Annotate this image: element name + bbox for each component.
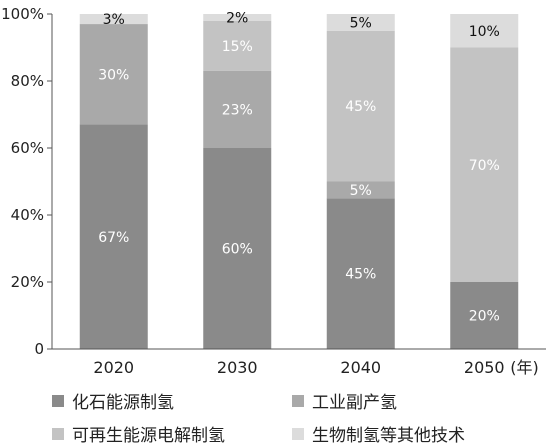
- legend-item-renewable: 可再生能源电解制氢: [52, 421, 225, 446]
- bars-group: [79, 14, 519, 349]
- x-tick-label-2030: 2030: [217, 358, 258, 377]
- data-label-2020-s1: 30%: [98, 67, 129, 83]
- y-tick-label-3: 60%: [11, 139, 44, 157]
- legend-item-other: 生物制氢等其他技术: [292, 421, 465, 446]
- data-label-2040-s3: 5%: [350, 15, 372, 31]
- data-labels-group: 67% 30% 3% 60% 23% 15% 2% 45% 5% 45% 5% 20% 70% 10%: [98, 10, 500, 324]
- legend-label-fossil: 化石能源制氢: [72, 393, 174, 413]
- data-label-2030-s1: 23%: [222, 102, 253, 118]
- x-axis: 2020 2030 2040 2050 (年): [52, 348, 546, 377]
- data-label-2030-s3: 2%: [226, 10, 248, 26]
- legend-label-other: 生物制氢等其他技术: [312, 426, 465, 446]
- bar-segment-2020-s3: [79, 14, 148, 25]
- data-label-2040-s2: 45%: [345, 99, 376, 115]
- x-axis-unit: (年): [510, 358, 539, 377]
- bar-segment-2020-s1: [79, 24, 148, 125]
- y-axis: 0 20% 40% 60% 80% 100%: [1, 5, 53, 358]
- bar-segment-2050-s0: [450, 282, 519, 349]
- bar-segment-2030-s2: [203, 20, 272, 71]
- data-label-2020-s3: 3%: [103, 12, 125, 28]
- legend-label-industrial: 工业副产氢: [312, 393, 397, 413]
- data-label-2020-s0: 67%: [98, 230, 129, 246]
- legend-swatch-industrial: [292, 394, 304, 407]
- data-label-2040-s1: 5%: [350, 183, 372, 199]
- x-tick-label-2020: 2020: [93, 358, 134, 377]
- y-tick-label-4: 80%: [11, 72, 44, 90]
- legend-swatch-fossil: [52, 394, 64, 407]
- legend-swatch-other: [292, 427, 304, 440]
- data-label-2050-s2: 70%: [469, 158, 500, 174]
- legend-item-industrial: 工业副产氢: [292, 388, 397, 413]
- bar-segment-2020-s0: [79, 124, 148, 349]
- data-label-2030-s2: 15%: [222, 39, 253, 55]
- bar-segment-2040-s2: [326, 30, 395, 182]
- legend-item-fossil: 化石能源制氢: [52, 388, 174, 413]
- x-tick-label-2040: 2040: [340, 358, 381, 377]
- bar-segment-2040-s1: [326, 181, 395, 199]
- bar-segment-2030-s3: [203, 14, 272, 21]
- data-label-2030-s0: 60%: [222, 242, 253, 258]
- legend-label-renewable: 可再生能源电解制氢: [72, 426, 225, 446]
- bar-segment-2040-s0: [326, 198, 395, 349]
- bar-segment-2040-s3: [326, 14, 395, 31]
- bar-segment-2030-s0: [203, 148, 272, 349]
- bar-segment-2050-s2: [450, 47, 519, 282]
- y-tick-label-0: 0: [34, 340, 44, 358]
- bar-segment-2030-s1: [203, 70, 272, 148]
- bar-segment-2050-s3: [450, 14, 519, 48]
- stacked-bar-chart: 67% 30% 3% 60% 23% 15% 2% 45% 5% 45% 5% 20% 70% 10% 0…: [1, 5, 546, 377]
- data-label-2050-s3: 10%: [469, 24, 500, 40]
- y-tick-label-1: 20%: [11, 273, 44, 291]
- data-label-2040-s0: 45%: [345, 267, 376, 283]
- legend-swatch-renewable: [52, 427, 64, 440]
- y-tick-label-2: 40%: [11, 206, 44, 224]
- x-tick-label-2050: 2050: [464, 358, 505, 377]
- y-tick-label-5: 100%: [1, 5, 44, 23]
- data-label-2050-s0: 20%: [469, 309, 500, 325]
- legend: 化石能源制氢 工业副产氢 可再生能源电解制氢 生物制氢等其他技术: [0, 378, 550, 446]
